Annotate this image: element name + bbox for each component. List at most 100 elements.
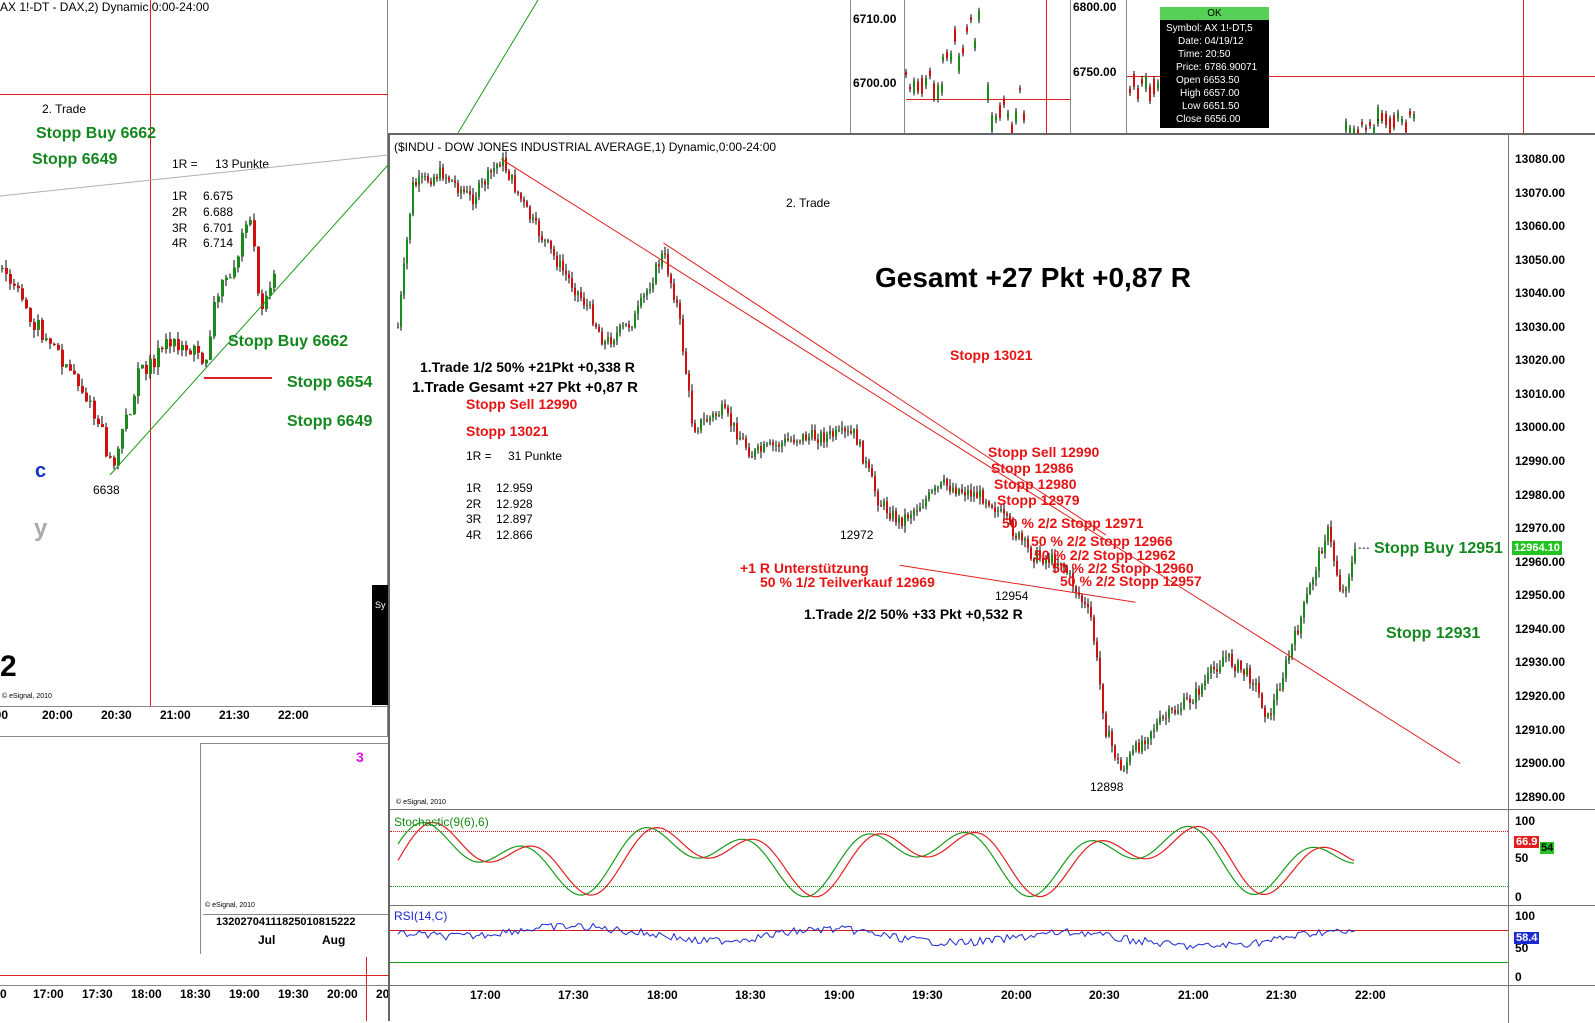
main-copyright: © eSignal, 2010	[396, 799, 446, 806]
stopp-list-item: Stopp Sell 12990	[988, 444, 1100, 460]
candle-body	[613, 340, 615, 345]
dax-candle-body	[261, 293, 264, 310]
candle-body	[751, 456, 753, 458]
dax-candle-body	[85, 392, 88, 402]
candle-body	[856, 429, 858, 445]
candle-body	[1165, 718, 1167, 720]
candle-body	[1306, 593, 1308, 603]
candle-body	[1066, 567, 1068, 574]
candle-body	[1009, 515, 1011, 522]
candle-body	[982, 490, 984, 504]
dax-gray-line	[0, 154, 389, 197]
candle-body	[442, 167, 444, 179]
price-tick-label: 13060.00	[1515, 219, 1566, 233]
candle-body	[679, 302, 681, 319]
candle-body	[466, 191, 468, 193]
dax-candle-body	[161, 347, 164, 350]
candle-body	[754, 449, 756, 458]
dax-candle-body	[9, 273, 12, 284]
dax-candle-body	[197, 345, 200, 353]
stopp-list-item: 50 % 2/2 Stopp 12960	[1052, 560, 1194, 576]
low-label-12898: 12898	[1090, 780, 1124, 794]
dax-candle-body	[93, 400, 96, 419]
candle-body	[1171, 708, 1173, 710]
dax-r-level-value: 6.675	[203, 189, 234, 203]
stoch-d-badge: 54	[1540, 842, 1555, 854]
top-right-candles	[905, 7, 1415, 145]
candle-body	[1027, 538, 1029, 548]
candle-body	[622, 325, 624, 327]
price-tick-label: 13020.00	[1515, 353, 1566, 367]
stopp-sell-label: Stopp Sell 12990	[466, 396, 578, 412]
candle-body	[610, 337, 612, 345]
mini-candle-body	[954, 28, 956, 42]
candle-body	[445, 177, 447, 179]
candle-body	[700, 419, 702, 431]
candle-body	[601, 331, 603, 345]
candle-body	[1345, 588, 1347, 591]
stopp-list-item: 50 % 2/2 Stopp 12962	[1034, 547, 1176, 563]
candle-body	[688, 373, 690, 391]
main-r-level-value: 12.959	[496, 481, 533, 495]
candle-body	[1144, 740, 1146, 744]
inset-date-labels: 13202704111825010815222	[216, 916, 356, 928]
rsi-panel: RSI(14,C)	[390, 906, 1508, 984]
candle-body	[1168, 708, 1170, 719]
time-tick-label: 21:00	[1178, 988, 1209, 1002]
candle-body	[670, 274, 672, 284]
tooltip-row: Symbol: AX 1!-DT,5	[1166, 23, 1253, 34]
candle-body	[829, 431, 831, 435]
rsi-title: RSI(14,C)	[394, 909, 448, 923]
mini-candle-body	[966, 27, 968, 32]
candle-body	[1246, 667, 1248, 675]
candle-body	[967, 490, 969, 496]
candle-body	[994, 507, 996, 513]
dax-time-label: 20:30	[101, 708, 132, 722]
candle-body	[421, 176, 423, 178]
dax-candle-body	[77, 374, 80, 387]
candle-body	[1063, 565, 1065, 568]
candle-body	[676, 300, 678, 303]
mini-candle-body	[905, 71, 907, 76]
time-tick-label: 19:00	[824, 988, 855, 1002]
candle-body	[928, 492, 930, 500]
main-r-header-value: 31 Punkte	[508, 449, 563, 463]
dax-candle-body	[121, 428, 124, 449]
candle-body	[814, 430, 816, 440]
main-price-bottom-line	[390, 809, 1595, 810]
candle-body	[790, 439, 792, 441]
stoch-rsi-divider	[390, 905, 1595, 906]
dax-r-header-label: 1R =	[172, 157, 198, 171]
main-chart-window[interactable]: ($INDU - DOW JONES INDUSTRIAL AVERAGE,1)…	[388, 133, 1595, 1023]
time-tick-label: 20:30	[1089, 988, 1120, 1002]
price-tick-label: 12910.00	[1515, 723, 1566, 737]
candle-body	[1267, 713, 1269, 718]
candle-body	[1318, 551, 1320, 572]
candle-body	[802, 434, 804, 442]
candle-body	[1069, 572, 1071, 574]
stopp-label-top: Stopp 13021	[950, 347, 1033, 363]
candle-body	[1219, 665, 1221, 672]
candle-body	[844, 428, 846, 432]
candle-body	[997, 510, 999, 513]
dax-candle-body	[125, 414, 128, 429]
candle-body	[973, 492, 975, 497]
dax-candle-body	[169, 339, 172, 347]
candle-body	[940, 482, 942, 488]
candle-body	[535, 217, 537, 221]
candle-body	[694, 423, 696, 432]
candle-body	[1138, 742, 1140, 752]
main-r-level-value: 12.928	[496, 497, 533, 511]
candle-body	[451, 180, 453, 182]
stoch-k-badge: 66.9	[1514, 836, 1540, 848]
trade2-result: 1.Trade 2/2 50% +33 Pkt +0,532 R	[804, 606, 1023, 622]
candle-body	[886, 501, 888, 514]
mini-candle-body	[1381, 112, 1383, 120]
candle-body	[457, 182, 459, 194]
main-r-level-label: 3R	[466, 512, 482, 526]
candle-body	[568, 274, 570, 279]
dax-r-level-value: 6.714	[203, 236, 234, 250]
candle-body	[1093, 617, 1095, 642]
candle-body	[706, 419, 708, 422]
mini-candle-body	[1137, 87, 1139, 100]
